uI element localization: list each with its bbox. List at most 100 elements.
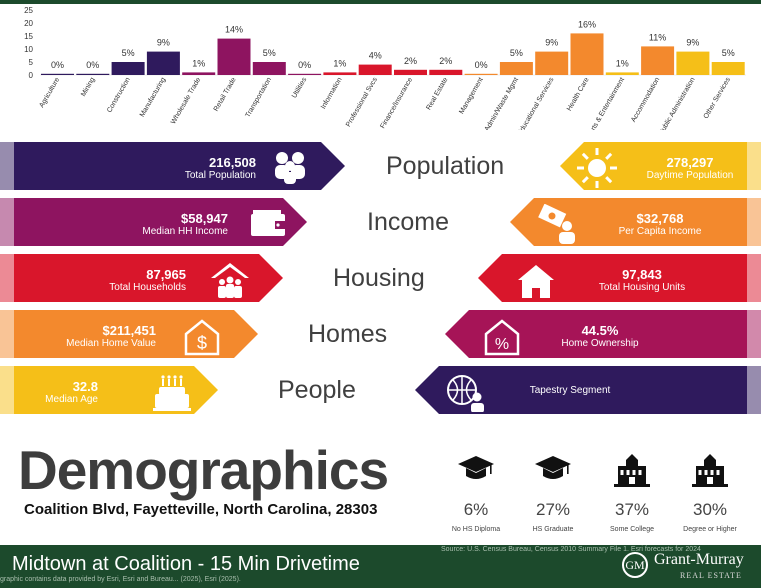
money-person-icon xyxy=(538,204,575,244)
category-label: Accommodation xyxy=(630,76,661,123)
stat-arrow-left: $211,451 Median Home Value $ xyxy=(14,310,258,358)
education-percent: 27% xyxy=(535,500,571,519)
svg-text:$: $ xyxy=(197,333,207,353)
band-people: 32.8 Median Age People Tapestry Segment xyxy=(0,366,761,414)
stat-caption: Total Households xyxy=(109,282,186,293)
education-percent: 6% xyxy=(463,500,489,519)
sun-icon xyxy=(577,148,617,188)
bar-value-label: 16% xyxy=(578,19,596,29)
stat-value: $211,451 xyxy=(102,323,156,338)
bar-value-label: 5% xyxy=(263,48,276,58)
bar-value-label: 11% xyxy=(649,32,666,42)
bar xyxy=(711,62,745,75)
category-label: Real Estate xyxy=(425,76,449,111)
bar-value-label: 5% xyxy=(122,48,135,58)
brand-name: Grant-Murray xyxy=(654,551,744,568)
stat-text: $32,768 Per Capita Income xyxy=(590,211,730,238)
stat-text: Tapestry Segment xyxy=(500,385,640,397)
band-label: Homes xyxy=(308,320,388,348)
bar xyxy=(394,69,427,75)
education-stat: 6% No HS Diploma xyxy=(441,452,511,533)
bar xyxy=(252,62,286,75)
stat-text: 32.8 Median Age xyxy=(0,379,98,406)
edge-tint xyxy=(747,198,761,246)
page-title: Demographics xyxy=(18,439,389,501)
y-tick-label: 0 xyxy=(29,71,34,80)
stat-text: 44.5% Home Ownership xyxy=(530,323,670,350)
stat-bands: 216,508 Total Population Population 278,… xyxy=(0,130,761,440)
category-label: Mining xyxy=(80,76,96,97)
stat-value: $32,768 xyxy=(636,211,684,226)
top-accent-bar xyxy=(0,0,761,4)
category-label: Retail Trade xyxy=(213,76,238,112)
stat-value: 32.8 xyxy=(72,379,98,394)
stat-arrow-right: $32,768 Per Capita Income xyxy=(510,198,747,246)
category-label: Professional Svcs xyxy=(345,76,379,128)
stat-caption: Total Population xyxy=(184,170,256,181)
edge-tint xyxy=(0,198,14,246)
stat-value: 97,843 xyxy=(622,267,662,282)
industry-bar-chart: 25 20 15 10 5 0 0% Agriculture 0% Mining 5% Constru… xyxy=(24,6,746,130)
grad-cap-icon xyxy=(458,456,494,479)
category-label: Manufacturing xyxy=(139,76,167,118)
wallet-icon xyxy=(247,204,291,244)
footer-title: Midtown at Coalition - 15 Min Drivetime xyxy=(12,553,360,575)
y-tick-label: 15 xyxy=(24,32,33,41)
bar-value-label: 0% xyxy=(51,60,64,70)
category-label: Utilities xyxy=(291,76,309,99)
education-label: Some College xyxy=(610,526,654,533)
band-label: Income xyxy=(367,208,449,236)
category-label: Admin/Waste Mgmt xyxy=(484,76,520,130)
bar xyxy=(323,72,357,75)
education-label: Degree or Higher xyxy=(683,526,737,533)
category-label: Arts & Entertainment xyxy=(588,76,626,130)
education-label: No HS Diploma xyxy=(451,526,501,533)
band-label: Population xyxy=(386,152,505,180)
education-percent: 37% xyxy=(614,500,650,519)
bar xyxy=(288,73,322,75)
bar-value-label: 14% xyxy=(225,25,243,35)
bar-value-label: 2% xyxy=(404,56,417,66)
bar-value-label: 1% xyxy=(192,58,205,68)
stat-arrow-right: 278,297 Daytime Population xyxy=(560,142,747,190)
stat-caption: Median Age xyxy=(45,394,98,405)
stat-arrow-left: 87,965 Total Households xyxy=(14,254,283,302)
bar-value-label: 0% xyxy=(475,60,488,70)
category-label: Information xyxy=(320,76,344,110)
bar xyxy=(217,38,251,75)
address: Coalition Blvd, Fayetteville, North Caro… xyxy=(24,501,378,518)
stat-text: 97,843 Total Housing Units xyxy=(572,267,712,294)
stat-value: 44.5% xyxy=(581,323,619,338)
edge-tint xyxy=(0,310,14,358)
bar xyxy=(570,33,604,75)
globe-person-icon xyxy=(447,375,484,412)
bar-value-label: 9% xyxy=(545,38,558,48)
bar-value-label: 0% xyxy=(298,60,311,70)
education-stat: 37% Some College xyxy=(597,452,667,533)
y-tick-label: 10 xyxy=(24,45,33,54)
stat-arrow-left: 216,508 Total Population xyxy=(14,142,345,190)
bar xyxy=(676,51,710,75)
brand-logo: GM xyxy=(622,552,648,578)
band-homes: $211,451 Median Home Value $ Homes% 44.5%… xyxy=(0,310,761,358)
stat-value: 87,965 xyxy=(146,267,186,282)
band-label: Housing xyxy=(333,264,425,292)
stat-caption: Per Capita Income xyxy=(618,226,702,237)
source-note: Source: U.S. Census Bureau, Census 2010 … xyxy=(441,546,701,553)
bar xyxy=(182,72,216,75)
bar xyxy=(429,69,463,75)
category-label: Public Administration xyxy=(658,76,697,130)
stat-caption: Daytime Population xyxy=(646,170,734,181)
stat-text: $58,947 Median HH Income xyxy=(8,211,228,238)
bar xyxy=(641,46,675,75)
category-label: Health Care xyxy=(566,76,591,112)
stat-text: 278,297 Daytime Population xyxy=(620,155,747,182)
stat-caption: Total Housing Units xyxy=(598,282,686,293)
house-percent-icon: % xyxy=(484,319,520,356)
bar-value-label: 5% xyxy=(510,48,523,58)
bar xyxy=(605,72,639,75)
stat-caption: Home Ownership xyxy=(561,338,639,349)
bar-value-label: 5% xyxy=(722,48,735,58)
stat-value: $58,947 xyxy=(181,211,228,226)
bar xyxy=(146,51,180,75)
